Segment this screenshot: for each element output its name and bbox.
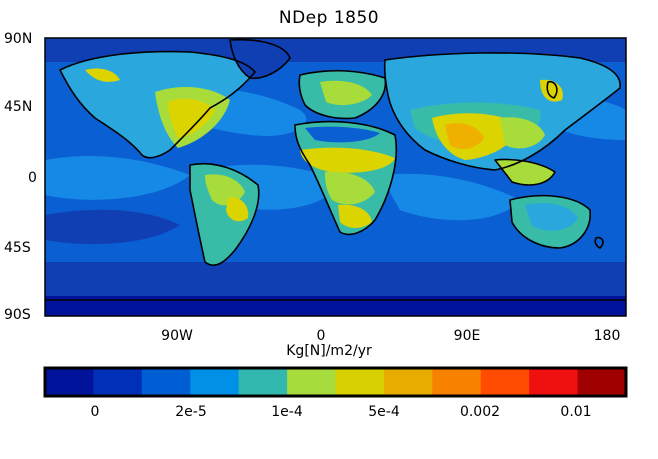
lon-label-90w: 90W	[161, 328, 193, 344]
us-east-high	[168, 98, 215, 138]
lat-label-45n: 45N	[4, 99, 33, 115]
lat-label-90s: 90S	[4, 307, 31, 323]
brazil-east	[226, 197, 249, 222]
map-title: NDep 1850	[278, 8, 380, 28]
map-frame	[44, 37, 627, 317]
tropical-pacific-band	[45, 155, 190, 200]
lat-label-90n: 90N	[4, 31, 33, 47]
colorbar-segment	[432, 368, 482, 396]
colorbar	[43, 366, 628, 398]
japan-plume	[540, 79, 563, 102]
lon-label-90e: 90E	[453, 328, 481, 344]
colorbar-tick-label: 0.002	[459, 404, 501, 420]
coastlines	[45, 38, 626, 301]
amazon-high	[205, 174, 245, 206]
colorbar-segment	[480, 368, 530, 396]
tropical-indian-band	[380, 173, 520, 221]
lon-label-0: 0	[316, 328, 326, 344]
australia-core	[525, 203, 578, 231]
colorbar-segment	[287, 368, 336, 396]
colorbar-segment	[190, 368, 240, 396]
lat-label-45s: 45S	[4, 240, 31, 256]
colorbar-unit-label: Kg[N]/m2/yr	[286, 343, 372, 359]
south-pacific-band	[45, 209, 180, 245]
china-east-high	[500, 117, 545, 149]
europe-plume	[320, 80, 372, 106]
colorbar-segment	[577, 368, 627, 396]
lon-label-180: 180	[593, 328, 621, 344]
greenland-land	[230, 39, 290, 79]
sahara-low	[305, 126, 380, 143]
colorbar-segment	[93, 368, 143, 396]
sahel-band	[300, 147, 395, 173]
colorbar-tick-label: 5e-4	[368, 404, 400, 420]
colorbar-tick-label: 0.01	[560, 404, 592, 420]
colorbar-tick-label: 1e-4	[271, 404, 303, 420]
colorbar-segment	[529, 368, 579, 396]
colorbar-segment	[383, 368, 433, 396]
colorbar-segment	[141, 368, 191, 396]
lat-label-0: 0	[28, 170, 37, 186]
colorbar-tick-label: 2e-5	[175, 404, 207, 420]
colorbar-tick-label: 0	[90, 404, 100, 420]
colorbar-segment	[335, 368, 385, 396]
colorbar-segment	[238, 368, 288, 396]
antarctica-land	[45, 300, 626, 316]
colorbar-segment	[45, 368, 94, 396]
alaska-band	[85, 68, 120, 82]
central-africa-high	[325, 171, 375, 205]
colorbar-frame	[43, 366, 628, 398]
southern-africa-high	[338, 204, 372, 228]
india-peak	[445, 123, 484, 150]
